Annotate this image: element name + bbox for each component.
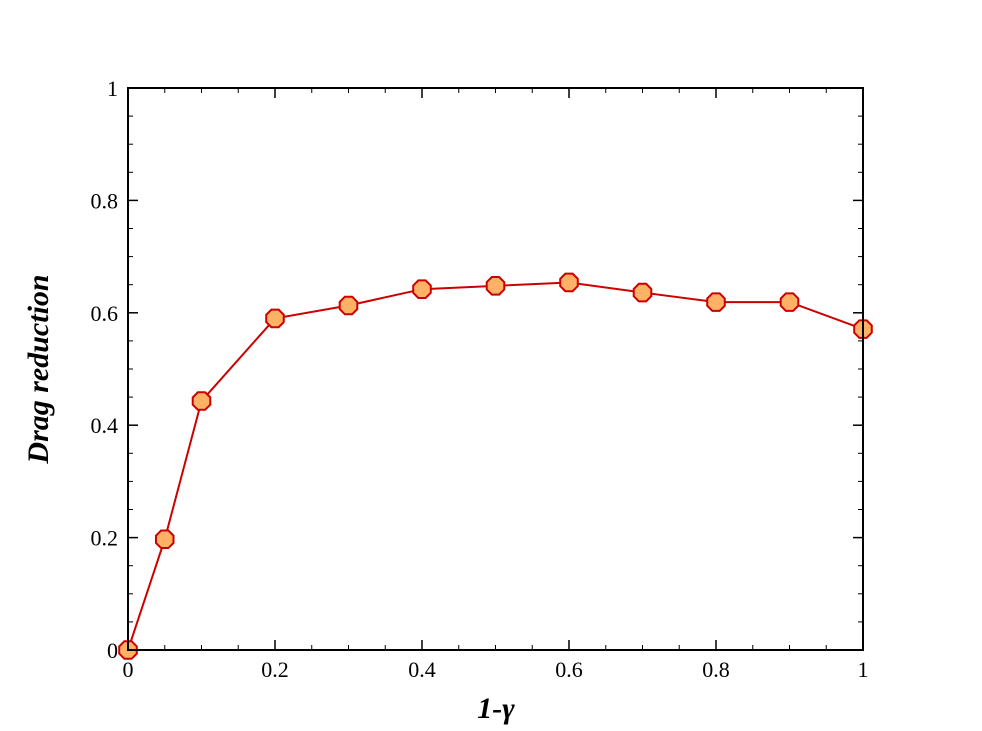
data-point-marker (779, 292, 800, 312)
data-point-marker (485, 276, 506, 296)
data-point-marker (412, 279, 432, 299)
data-point-marker (154, 529, 175, 550)
y-tick-label: 0.2 (91, 526, 119, 551)
y-tick-label: 1 (107, 76, 118, 101)
y-tick-label: 0.8 (91, 188, 119, 213)
data-point-marker (338, 295, 359, 316)
x-tick-label: 0.4 (408, 657, 436, 682)
y-axis-title: Drag reduction (22, 274, 55, 464)
y-tick-label: 0.4 (91, 413, 119, 438)
x-tick-label: 0 (123, 657, 134, 682)
y-axis-tick-labels: 0 0.2 0.4 0.6 0.8 1 (91, 76, 119, 663)
series-line-group (127, 281, 864, 651)
data-point-marker (632, 282, 653, 303)
x-axis-tick-labels: 0 0.2 0.4 0.6 0.8 1 (123, 657, 869, 682)
x-tick-label: 1 (858, 657, 869, 682)
x-axis-title: 1-γ (477, 692, 515, 725)
data-point-marker (191, 391, 212, 411)
data-point-marker (706, 292, 726, 312)
x-axis-ticks (127, 88, 864, 650)
x-tick-label: 0.6 (555, 657, 583, 682)
x-tick-label: 0.2 (261, 657, 289, 682)
y-axis-ticks (128, 87, 863, 651)
plot-frame (127, 87, 864, 651)
data-point-marker (265, 308, 285, 329)
series-markers-group (118, 272, 873, 660)
data-point-marker (559, 272, 579, 293)
series-line (127, 281, 864, 651)
y-tick-label: 0 (107, 638, 118, 663)
y-tick-label: 0.6 (91, 301, 119, 326)
x-tick-label: 0.8 (702, 657, 730, 682)
